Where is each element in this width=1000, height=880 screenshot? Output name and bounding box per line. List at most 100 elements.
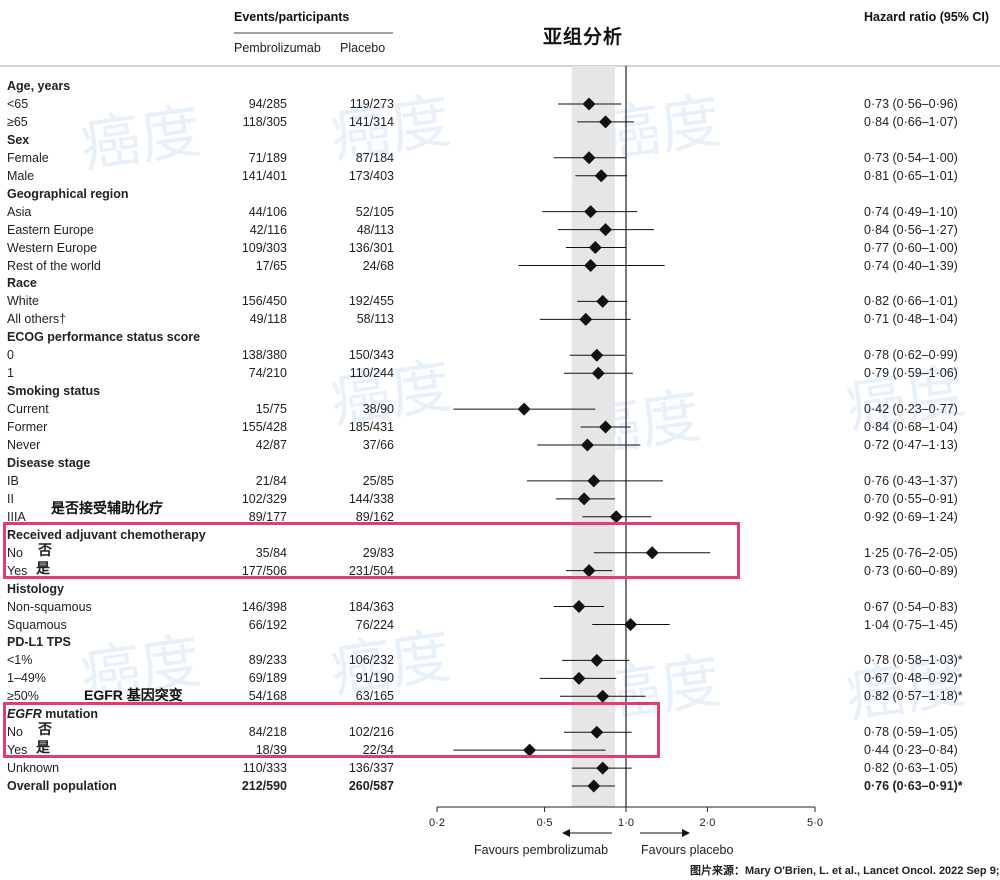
source-caption: 图片来源：Mary O'Brien, L. et al., Lancet Onc… xyxy=(690,865,1000,877)
subgroup-label: No xyxy=(7,545,23,560)
table-row: Yes 是 18/39 22/34 0·44 (0·23–0·84) xyxy=(0,739,1000,759)
hazard-ratio-text: 0·78 (0·59–1·05) xyxy=(864,725,958,740)
placebo-events: 29/83 xyxy=(362,545,394,560)
hazard-ratio-marker xyxy=(591,366,605,380)
pembrolizumab-events: 44/106 xyxy=(248,204,287,219)
pembrolizumab-events: 42/116 xyxy=(249,222,287,237)
placebo-events: 89/162 xyxy=(355,509,394,524)
subgroup-label: Eastern Europe xyxy=(7,222,94,237)
egfr-highlight-box xyxy=(3,702,660,758)
hazard-ratio-text: 0·73 (0·60–0·89) xyxy=(864,563,958,578)
subgroup-label: <1% xyxy=(7,653,33,668)
subgroup-label: White xyxy=(7,294,39,309)
table-row: 1–49% 69/189 91/190 0·67 (0·48–0·92)* xyxy=(0,669,1000,687)
hazard-ratio-text: 0·84 (0·56–1·27) xyxy=(864,222,958,237)
hazard-ratio-marker xyxy=(582,97,596,111)
hazard-ratio-marker xyxy=(584,205,598,219)
hazard-ratio-marker xyxy=(587,474,601,488)
subgroup-label: Overall population xyxy=(7,779,117,794)
hazard-ratio-text: 0·77 (0·60–1·00) xyxy=(864,240,958,255)
table-row: Non-squamous 146/398 184/363 0·67 (0·54–0·8… xyxy=(0,598,1000,616)
category-row: Smoking status xyxy=(0,382,1000,400)
placebo-events: 184/363 xyxy=(348,599,394,614)
pembrolizumab-events: 18/39 xyxy=(255,743,287,758)
pembrolizumab-events: 15/75 xyxy=(255,402,287,417)
placebo-events: 144/338 xyxy=(348,491,394,506)
placebo-events: 231/504 xyxy=(348,563,394,578)
subgroup-label: <65 xyxy=(7,96,29,111)
x-tick-label: 0·2 xyxy=(429,817,445,829)
table-row: Eastern Europe 42/116 48/113 0·84 (0·56–1·2… xyxy=(0,221,1000,239)
hazard-ratio-text: 0·82 (0·66–1·01) xyxy=(864,294,958,309)
table-row: <65 94/285 119/273 0·73 (0·56–0·96) xyxy=(0,95,1000,113)
placebo-events: 110/244 xyxy=(349,366,394,381)
pembrolizumab-events: 84/218 xyxy=(248,725,287,740)
placebo-events: 141/314 xyxy=(348,114,394,129)
placebo-events: 185/431 xyxy=(348,420,394,435)
table-row: II 102/329 144/338 0·70 (0·55–0·91) xyxy=(0,490,1000,508)
hazard-ratio-text: 0·82 (0·57–1·18)* xyxy=(864,689,963,704)
category-label: Race xyxy=(7,276,37,291)
subgroup-label: 0 xyxy=(7,348,14,363)
placebo-events: 87/184 xyxy=(355,150,394,165)
table-row: 0 138/380 150/343 0·78 (0·62–0·99) xyxy=(0,346,1000,364)
hazard-ratio-marker xyxy=(596,689,610,703)
hazard-ratio-marker xyxy=(596,294,610,308)
subgroup-label-cn: 否 xyxy=(38,541,52,558)
table-row: Overall population 212/590 260/587 0·76 (0·… xyxy=(0,777,1000,795)
table-row: All others† 49/118 58/113 0·71 (0·48–1·04) xyxy=(0,310,1000,328)
table-row: Male 141/401 173/403 0·81 (0·65–1·01) xyxy=(0,167,1000,185)
placebo-events: 119/273 xyxy=(349,96,394,111)
table-row: Yes 是 177/506 231/504 0·73 (0·60–0·89) xyxy=(0,559,1000,580)
placebo-events: 76/224 xyxy=(355,617,394,632)
placebo-events: 192/455 xyxy=(348,294,394,309)
category-label: ECOG performance status score xyxy=(7,330,201,345)
hazard-ratio-marker xyxy=(587,779,601,793)
subgroup-label: Unknown xyxy=(7,761,60,776)
hazard-ratio-text: 0·42 (0·23–0·77) xyxy=(864,402,958,417)
placebo-events: 106/232 xyxy=(348,653,394,668)
pembrolizumab-events: 42/87 xyxy=(255,438,287,452)
placebo-events: 52/105 xyxy=(355,204,394,219)
pembrolizumab-events: 66/192 xyxy=(248,617,287,632)
hazard-ratio-text: 0·78 (0·62–0·99) xyxy=(864,348,958,363)
pembrolizumab-events: 54/168 xyxy=(248,689,287,704)
hazard-ratio-marker xyxy=(590,653,604,667)
table-row: Rest of the world 17/65 24/68 0·74 (0·40–1·… xyxy=(0,257,1000,275)
pembrolizumab-events: 146/398 xyxy=(241,599,287,614)
placebo-events: 24/68 xyxy=(362,258,394,273)
category-row: Sex xyxy=(0,131,1000,149)
table-row: Never 42/87 37/66 0·72 (0·47–1·13) xyxy=(0,436,1000,454)
hazard-ratio-text: 1·04 (0·75–1·45) xyxy=(864,617,958,632)
category-label: PD-L1 TPS xyxy=(7,635,71,650)
subgroup-label: IIIA xyxy=(7,509,26,524)
subgroup-label: Non-squamous xyxy=(7,599,92,614)
placebo-events: 260/587 xyxy=(348,779,394,794)
placebo-events: 25/85 xyxy=(362,473,394,488)
pembrolizumab-events: 49/118 xyxy=(249,312,287,327)
hazard-ratio-marker xyxy=(582,151,596,165)
placebo-header: Placebo xyxy=(340,41,386,55)
subgroup-label-cn: 是 xyxy=(36,559,50,576)
hazard-ratio-text: 0·67 (0·48–0·92)* xyxy=(864,671,963,686)
table-row: IIIA 89/177 89/162 0·92 (0·69–1·24) xyxy=(0,508,1000,526)
category-row: Histology xyxy=(0,580,1000,598)
table-row: Unknown 110/333 136/337 0·82 (0·63–1·05) xyxy=(0,759,1000,777)
subgroup-label-cn: 是 xyxy=(36,739,50,756)
hazard-ratio-marker xyxy=(584,259,598,272)
hazard-ratio-text: 1·25 (0·76–2·05) xyxy=(864,545,958,560)
hazard-ratio-marker xyxy=(590,725,604,739)
category-row: PD-L1 TPS xyxy=(0,633,1000,651)
pembrolizumab-events: 155/428 xyxy=(241,420,287,435)
category-label: EGFR mutation xyxy=(7,707,98,722)
adjuvant-highlight-box xyxy=(3,522,740,579)
pembrolizumab-events: 156/450 xyxy=(241,294,287,309)
hazard-ratio-text: 0·74 (0·49–1·10) xyxy=(864,204,958,219)
category-label: Disease stage xyxy=(7,455,91,470)
hazard-ratio-header: Hazard ratio (95% CI) xyxy=(864,10,990,24)
egfr-annotation: EGFR 基因突变 xyxy=(84,687,183,703)
pembrolizumab-events: 141/401 xyxy=(241,168,287,183)
subgroup-label: Current xyxy=(7,402,49,417)
category-row: Geographical region xyxy=(0,185,1000,203)
